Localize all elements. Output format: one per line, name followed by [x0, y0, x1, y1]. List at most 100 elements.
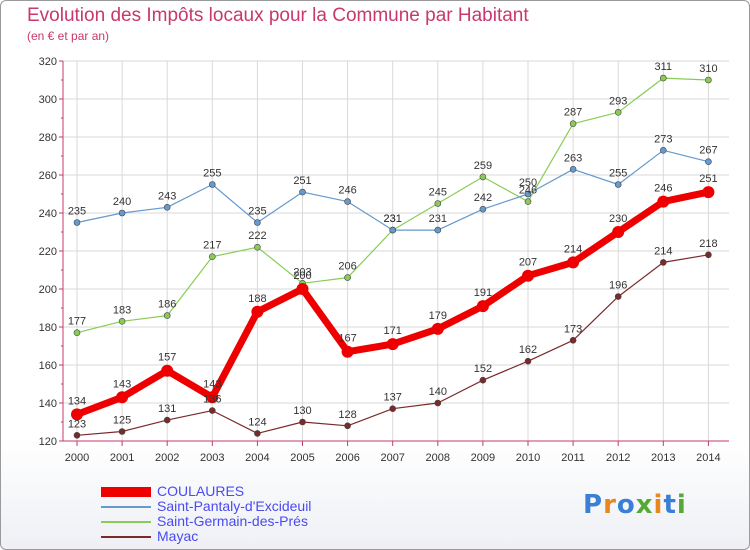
data-point [524, 190, 532, 198]
legend-label: Mayac [157, 528, 199, 544]
data-label: 242 [474, 192, 492, 204]
data-label: 235 [68, 206, 86, 218]
logo-letter: t [663, 490, 677, 520]
data-label: 136 [203, 394, 221, 406]
data-label: 207 [519, 257, 537, 269]
data-point [434, 226, 442, 234]
data-label: 206 [338, 261, 356, 273]
data-label: 246 [338, 185, 356, 197]
legend-label: Saint-Pantaly-d'Excideuil [157, 498, 312, 514]
x-tick-label: 2004 [245, 452, 269, 464]
data-label: 250 [519, 177, 537, 189]
data-label: 218 [699, 238, 717, 250]
data-point [71, 408, 83, 421]
data-point [344, 274, 351, 281]
data-point [73, 329, 81, 337]
data-point [479, 173, 487, 181]
data-point [163, 204, 171, 211]
logo-letter: P [583, 490, 604, 520]
y-tick-label: 220 [39, 246, 57, 258]
data-point [479, 376, 487, 384]
y-tick-label: 180 [39, 322, 57, 334]
data-point [389, 405, 397, 413]
data-point [118, 428, 126, 435]
data-label: 214 [564, 243, 582, 255]
data-label: 131 [158, 403, 176, 415]
data-label: 251 [293, 175, 311, 187]
data-point [434, 399, 442, 407]
data-label: 259 [474, 160, 492, 172]
y-tick-label: 200 [39, 284, 57, 296]
data-point [659, 259, 667, 266]
data-point [524, 198, 532, 205]
data-point [73, 219, 81, 226]
data-point [254, 219, 261, 226]
data-point [569, 336, 577, 344]
x-tick-label: 2007 [380, 452, 404, 464]
y-tick-label: 280 [39, 132, 57, 144]
data-label: 214 [654, 245, 672, 257]
data-label: 310 [699, 63, 717, 75]
data-label: 251 [699, 173, 717, 185]
x-tick-label: 2008 [426, 452, 450, 464]
data-label: 255 [203, 168, 221, 180]
proxiti-logo: Proxiti [583, 490, 687, 520]
data-label: 177 [68, 316, 86, 328]
data-point [431, 322, 444, 335]
data-point [116, 391, 129, 404]
data-point [254, 430, 261, 437]
x-tick-label: 2000 [65, 452, 89, 464]
data-label: 162 [519, 344, 537, 356]
data-point [657, 195, 670, 208]
data-point [434, 200, 442, 207]
chart-title: Evolution des Impôts locaux pour la Comm… [27, 5, 529, 26]
data-point [659, 147, 667, 154]
data-label: 240 [113, 196, 131, 208]
data-point [206, 391, 219, 404]
data-label: 222 [248, 230, 266, 242]
data-point [705, 251, 712, 259]
data-label: 231 [384, 213, 402, 225]
data-label: 134 [68, 395, 86, 407]
data-point [389, 226, 397, 234]
data-point [161, 364, 174, 377]
data-point [479, 205, 487, 213]
data-point [386, 338, 399, 351]
data-label: 263 [564, 152, 582, 164]
data-label: 255 [609, 168, 627, 180]
legend-swatch [101, 536, 151, 538]
data-label: 128 [338, 409, 356, 421]
data-point [209, 407, 216, 414]
data-label: 311 [655, 61, 673, 73]
data-point [118, 209, 126, 217]
data-point [524, 357, 532, 365]
data-point [118, 317, 126, 325]
data-point [614, 181, 622, 188]
data-label: 179 [429, 310, 447, 322]
x-tick-label: 2012 [606, 452, 630, 464]
y-tick-label: 300 [39, 94, 57, 106]
x-tick-label: 2011 [561, 452, 585, 464]
data-point [341, 345, 354, 358]
data-label: 125 [113, 415, 131, 427]
data-point [567, 256, 580, 269]
data-point [209, 253, 216, 260]
data-label: 123 [68, 418, 86, 430]
data-point [522, 269, 534, 282]
y-tick-label: 120 [39, 436, 57, 448]
data-label: 183 [113, 304, 131, 316]
y-tick-label: 260 [39, 170, 57, 182]
y-tick-label: 140 [39, 398, 57, 410]
data-label: 293 [609, 95, 627, 107]
data-label: 191 [474, 287, 492, 299]
data-point [209, 181, 216, 188]
y-tick-label: 320 [39, 56, 57, 68]
data-point [476, 300, 489, 313]
logo-letter: i [653, 490, 664, 520]
data-label: 235 [248, 206, 266, 218]
data-point [705, 158, 712, 165]
data-label: 140 [429, 386, 447, 398]
x-tick-label: 2001 [110, 452, 134, 464]
